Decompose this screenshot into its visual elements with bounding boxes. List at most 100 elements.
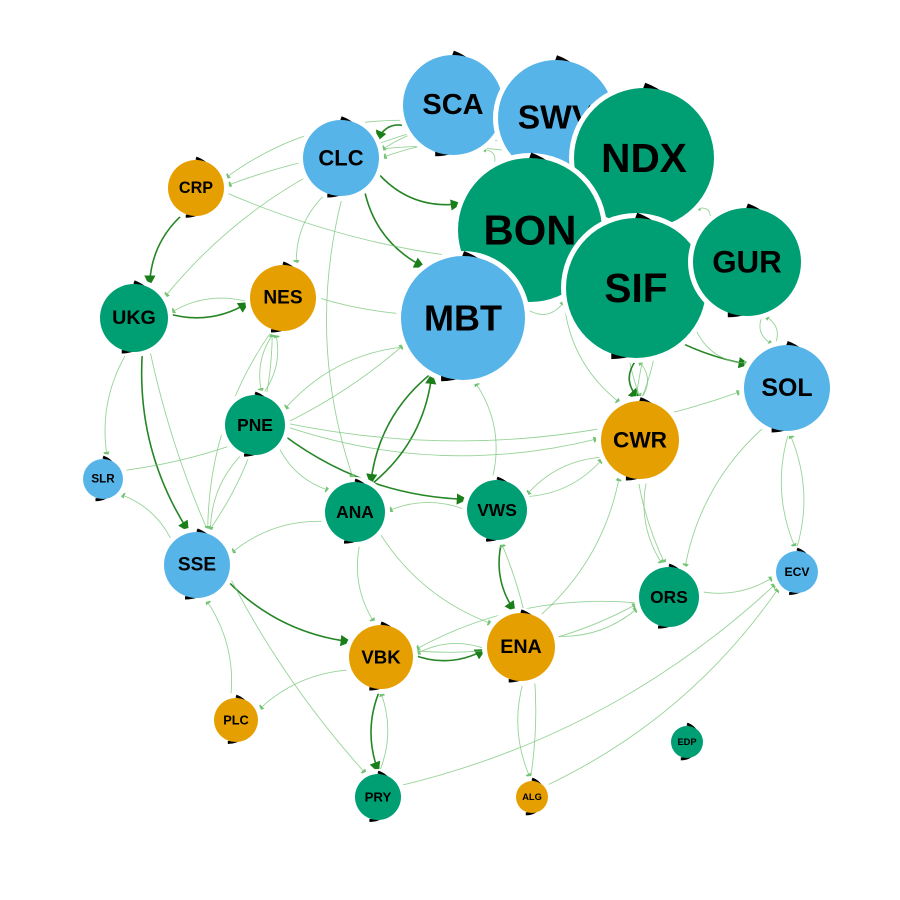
node-label: PLC bbox=[223, 713, 249, 728]
node-label: CWR bbox=[613, 428, 667, 453]
node-label: CRP bbox=[179, 179, 213, 197]
node-circle bbox=[100, 284, 168, 352]
node-ana[interactable]: ANA bbox=[320, 477, 390, 547]
node-ecv[interactable]: ECV bbox=[771, 546, 823, 598]
edge-ana-to-sse bbox=[229, 520, 327, 555]
node-label: ORS bbox=[650, 587, 688, 607]
node-sol[interactable]: SOL bbox=[739, 340, 835, 436]
edge-ena-to-vbk bbox=[414, 642, 488, 655]
node-vws[interactable]: VWS bbox=[462, 475, 532, 545]
node-crp[interactable]: CRP bbox=[163, 155, 229, 221]
node-circle bbox=[325, 482, 385, 542]
node-circle bbox=[355, 774, 401, 820]
node-slr[interactable]: SLR bbox=[78, 454, 128, 504]
edge-ukg-to-sse bbox=[140, 350, 189, 533]
edge-pne-to-sol bbox=[284, 390, 743, 442]
node-circle bbox=[574, 88, 714, 228]
edge-vws-to-mbt bbox=[473, 380, 497, 481]
edge-cwr-to-ors bbox=[643, 478, 664, 567]
node-circle bbox=[83, 459, 123, 499]
node-ukg[interactable]: UKG bbox=[95, 279, 173, 357]
node-label: BON bbox=[484, 207, 577, 254]
edge-pry-to-vbk bbox=[378, 690, 389, 775]
node-label: SOL bbox=[761, 374, 812, 402]
edge-ecv-to-sol bbox=[788, 432, 805, 552]
edge-sse-to-slr bbox=[118, 492, 174, 543]
node-label: GUR bbox=[712, 245, 782, 280]
node-circle bbox=[303, 120, 379, 196]
edge-pne-to-sse bbox=[207, 452, 244, 534]
node-circle bbox=[693, 208, 801, 316]
node-label: PRY bbox=[365, 790, 392, 805]
node-edp[interactable]: EDP bbox=[666, 721, 708, 763]
node-label: SSE bbox=[178, 555, 216, 576]
edge-mbt-to-ana bbox=[366, 371, 434, 486]
node-label: UKG bbox=[112, 307, 156, 329]
edge-sse-to-vbk bbox=[225, 579, 352, 647]
edge-ors-to-ecv bbox=[698, 576, 775, 594]
node-sse[interactable]: SSE bbox=[159, 527, 235, 603]
edge-ana-to-mbt bbox=[369, 372, 437, 487]
node-label: SIF bbox=[604, 265, 667, 311]
node-label: ENA bbox=[500, 636, 542, 658]
edge-ana-to-ena bbox=[377, 530, 494, 626]
edge-sol-to-ecv bbox=[780, 430, 797, 550]
edge-ukg-to-slr bbox=[103, 351, 128, 459]
node-clc[interactable]: CLC bbox=[298, 115, 384, 201]
edge-vbk-to-pry bbox=[369, 688, 382, 774]
edge-alg-to-ecv bbox=[544, 586, 780, 788]
node-label: VWS bbox=[477, 500, 517, 520]
node-label: ALG bbox=[522, 792, 542, 802]
node-circle bbox=[516, 781, 548, 813]
node-mbt[interactable]: MBT bbox=[396, 251, 530, 385]
edge-sol-to-ors bbox=[682, 425, 767, 570]
node-circle bbox=[214, 698, 258, 742]
edge-pne-to-cwr bbox=[284, 425, 600, 457]
edge-pne-to-ana bbox=[277, 444, 332, 493]
node-circle bbox=[467, 480, 527, 540]
node-circle bbox=[164, 532, 230, 598]
node-pry[interactable]: PRY bbox=[350, 769, 406, 825]
node-cwr[interactable]: CWR bbox=[596, 396, 684, 484]
node-plc[interactable]: PLC bbox=[209, 693, 263, 747]
node-nes[interactable]: NES bbox=[245, 260, 321, 336]
node-gur[interactable]: GUR bbox=[688, 203, 806, 321]
edge-sif-to-sol bbox=[693, 326, 751, 367]
node-label: ECV bbox=[784, 565, 810, 579]
edge-cwr-to-vws bbox=[525, 456, 606, 497]
edge-vbk-to-ena bbox=[412, 648, 487, 662]
node-circle bbox=[168, 160, 224, 216]
node-sca[interactable]: SCA bbox=[398, 50, 508, 160]
node-label: MBT bbox=[424, 298, 502, 339]
node-circle bbox=[671, 726, 703, 758]
edge-mbt-to-pne bbox=[283, 345, 408, 411]
edge-clc-to-ana bbox=[326, 195, 355, 481]
node-vbk[interactable]: VBK bbox=[344, 620, 418, 694]
node-label: PNE bbox=[237, 415, 273, 435]
node-ena[interactable]: ENA bbox=[482, 608, 560, 686]
node-label: CLC bbox=[318, 146, 363, 171]
edge-nes-to-ukg bbox=[169, 297, 251, 314]
node-label: NES bbox=[263, 288, 302, 309]
node-circle bbox=[403, 55, 503, 155]
node-circle bbox=[401, 256, 525, 380]
node-alg[interactable]: ALG bbox=[511, 776, 553, 818]
node-label: SCA bbox=[422, 89, 483, 121]
edge-crp-to-ukg bbox=[144, 212, 185, 287]
edge-clc-to-mbt bbox=[363, 188, 426, 268]
node-sif[interactable]: SIF bbox=[561, 212, 711, 363]
node-ors[interactable]: ORS bbox=[634, 562, 704, 632]
edge-clc-to-nes bbox=[293, 192, 327, 267]
node-ndx[interactable]: NDX bbox=[569, 82, 719, 233]
node-pne[interactable]: PNE bbox=[220, 390, 290, 460]
node-circle bbox=[250, 265, 316, 331]
node-label: ANA bbox=[336, 502, 374, 522]
edge-ena-to-cwr bbox=[537, 474, 622, 618]
node-circle bbox=[566, 218, 706, 358]
node-label: EDP bbox=[677, 737, 696, 747]
edge-ukg-to-nes bbox=[167, 302, 250, 319]
edge-vws-to-ana bbox=[386, 501, 468, 513]
edge-plc-to-sse bbox=[205, 598, 233, 699]
node-circle bbox=[776, 551, 818, 593]
edge-ena-to-ors bbox=[553, 606, 640, 637]
